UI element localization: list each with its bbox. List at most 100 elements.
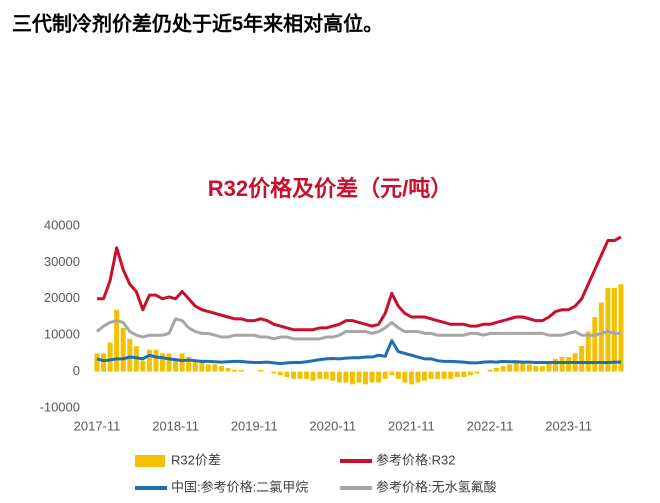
bar (513, 362, 519, 372)
line (97, 235, 622, 332)
bar (186, 357, 192, 372)
bar (422, 371, 427, 381)
bar (356, 371, 362, 383)
bar (526, 364, 532, 372)
bar (101, 353, 107, 372)
bar (461, 371, 467, 378)
bar (114, 309, 120, 372)
y-tick-label: 30000 (44, 254, 80, 269)
bar (317, 371, 323, 379)
y-tick-label: -10000 (40, 399, 80, 414)
bar (323, 371, 329, 379)
bar (297, 371, 303, 379)
bar (94, 353, 100, 372)
bar (507, 364, 513, 372)
y-tick-label: 0 (73, 363, 80, 378)
bar (277, 371, 283, 376)
bar (212, 364, 218, 372)
line (96, 317, 621, 341)
bar (539, 366, 545, 372)
bar (395, 371, 401, 379)
bar (598, 302, 604, 372)
chart-title: R32价格及价差（元/吨） (208, 176, 452, 201)
bar (415, 371, 421, 383)
bar (369, 371, 375, 383)
bar (107, 342, 113, 372)
bar (271, 371, 277, 374)
bar (487, 369, 493, 372)
legend-swatch (135, 455, 165, 467)
bar (618, 284, 624, 372)
bar (166, 353, 172, 372)
bar (546, 362, 552, 372)
bar (454, 371, 460, 378)
line (96, 339, 621, 366)
bar (559, 357, 565, 372)
bar (520, 362, 526, 372)
bar (336, 371, 342, 383)
bar (579, 346, 585, 372)
bar (238, 369, 244, 372)
bar (140, 360, 146, 372)
bar (605, 287, 611, 372)
bar (349, 371, 355, 385)
bar (585, 331, 591, 372)
bar (592, 317, 598, 372)
bar (494, 367, 500, 372)
bar (553, 358, 558, 372)
x-tick-label: 2023-11 (545, 418, 592, 433)
bar (428, 371, 434, 379)
x-tick-label: 2021-11 (388, 418, 435, 433)
y-tick-label: 20000 (44, 290, 80, 305)
bar (225, 367, 231, 372)
bar (120, 327, 126, 372)
x-tick-label: 2018-11 (152, 418, 199, 433)
bar (146, 349, 152, 372)
y-tick-label: 40000 (44, 217, 80, 232)
bar (402, 371, 408, 383)
y-tick-label: 10000 (44, 327, 80, 342)
bar (382, 371, 388, 379)
bar (435, 371, 441, 379)
bar (199, 362, 205, 372)
bar (304, 371, 310, 379)
legend-label: 参考价格:R32 (376, 452, 455, 467)
bar (363, 371, 369, 385)
bar (153, 349, 159, 372)
x-tick-label: 2017-11 (74, 418, 121, 433)
bar (205, 364, 211, 372)
heading: 三代制冷剂价差仍处于近5年来相对高位。 (12, 11, 383, 35)
bar (127, 338, 133, 372)
bar (566, 357, 572, 372)
bar (218, 366, 224, 372)
bar (376, 371, 382, 383)
bar (441, 371, 447, 379)
bar (179, 353, 185, 372)
bar (474, 371, 480, 374)
bar (343, 371, 349, 383)
x-tick-label: 2022-11 (467, 418, 514, 433)
x-tick-label: 2020-11 (309, 418, 356, 433)
bar (192, 360, 198, 372)
x-tick-label: 2019-11 (231, 418, 278, 433)
bar (173, 360, 179, 372)
legend-label: 中国:参考价格:二氯甲烷 (171, 479, 308, 494)
legend-label: 参考价格:无水氢氟酸 (376, 479, 497, 494)
bar (611, 287, 617, 372)
bar (310, 371, 316, 381)
bar (232, 369, 238, 372)
bar (408, 371, 414, 385)
bar (448, 371, 454, 379)
bar (500, 366, 506, 372)
bar (284, 371, 290, 378)
bar (467, 371, 473, 376)
bar (160, 353, 165, 372)
bar (258, 369, 264, 372)
bar (330, 371, 336, 381)
legend-label: R32价差 (171, 452, 221, 467)
bar (291, 371, 296, 379)
bar (533, 366, 539, 372)
bar (389, 371, 395, 376)
